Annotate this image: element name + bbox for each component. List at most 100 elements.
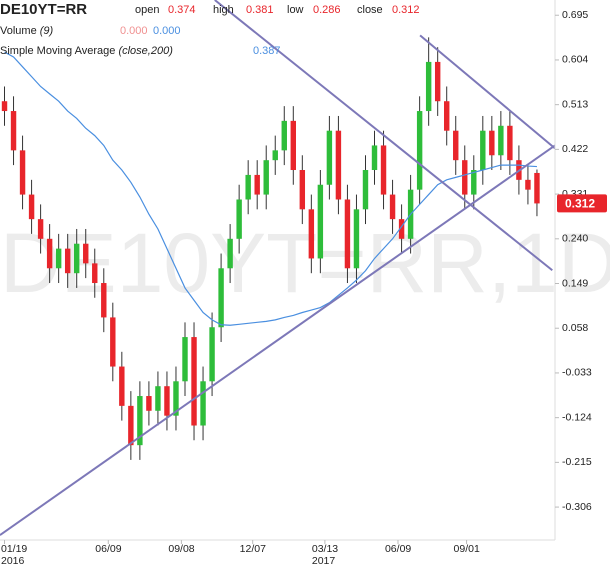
candle-body [263,160,269,195]
candle-body [1,101,8,112]
y-tick-label: -0.215 [562,456,592,468]
y-tick-label: 0.058 [562,322,588,334]
y-tick-label: -0.306 [562,501,592,513]
x-tick-label: 03/13 [312,543,338,555]
sma-value: 0.387 [253,45,281,57]
candle-body [19,150,26,195]
ohlc-label: close [357,4,383,16]
candle-body [164,386,170,416]
candle-body [128,405,134,446]
watermark: DE10YT=RR,1D [0,216,610,310]
candle-body [471,170,477,195]
candle-body [191,337,197,426]
candle-body [254,174,260,195]
candle-body [299,170,306,210]
candle-body [480,130,486,171]
x-tick-label: 12/07 [240,543,266,555]
candle-body [173,381,179,416]
candle-body [10,111,17,151]
candle-body [218,268,224,328]
x-tick-label: 09/01 [454,543,480,555]
candle-body [83,243,89,264]
sma-line [4,51,537,326]
candle-body [489,130,495,156]
candle-body [101,283,107,318]
candle-body [344,199,351,269]
candle-body [281,120,287,151]
candle-body [37,219,44,239]
y-tick-label: 0.422 [562,143,588,155]
candle-body [245,174,251,200]
candle-body [525,179,531,190]
y-tick-label: 0.695 [562,9,588,21]
candle-body [353,209,360,269]
candle-body [362,170,369,210]
candle-body [326,130,333,185]
candle-body [46,238,53,269]
volume-value: 0.000 [153,25,181,37]
candle-body [146,396,152,411]
ohlc-label: open [135,4,159,16]
y-tick-label: 0.513 [562,98,588,110]
candle-body [371,145,378,171]
candle-body [227,238,233,269]
ohlc-value: 0.381 [246,4,274,16]
candle-body [64,248,71,274]
y-tick-label: -0.124 [562,411,592,423]
volume-value: 0.000 [120,25,148,37]
candle-body [182,337,188,382]
candle-body [317,184,324,259]
price-tag [557,194,607,213]
trend-line [0,144,556,536]
candle-body [380,145,387,195]
sma-name: Simple Moving Average [0,45,115,57]
sma-params: (close,200) [118,45,173,57]
y-tick-label: 0.240 [562,233,588,245]
ohlc-value: 0.286 [313,4,341,16]
x-tick-label: 06/09 [95,543,121,555]
volume-params: (9) [40,25,54,37]
volume-legend: Volume (9) [0,25,54,37]
candle-body [335,130,342,200]
x-tick-label: 06/09 [385,543,411,555]
x-tick-label: 09/08 [168,543,194,555]
candle-body [507,125,513,161]
candle-body [290,120,296,171]
candle-body [236,199,242,239]
y-tick-label: 0.604 [562,54,588,66]
candle-body [55,248,62,269]
chart-title: DE10YT=RR [0,1,87,18]
ohlc-value: 0.312 [392,4,420,16]
ohlc-value: 0.374 [168,4,196,16]
ohlc-label: low [287,4,304,16]
candle-body [110,317,116,367]
trend-line [419,34,556,150]
sma-legend: Simple Moving Average (close,200) [0,45,173,57]
year-label: 2016 [1,555,25,567]
trend-line [214,0,553,272]
candle-body [389,194,396,220]
candle-body [272,150,278,161]
candle-body [498,125,504,156]
year-label: 2017 [312,555,336,567]
candle-body [137,396,143,446]
candle-body [28,194,35,220]
candle-body [462,160,468,195]
candle-body [425,61,432,112]
candle-body [200,381,206,426]
x-tick-label: 01/19 [1,543,27,555]
candle-body [534,172,540,204]
candle-body [119,366,125,406]
y-tick-label: -0.033 [562,367,592,379]
candle-body [444,101,450,131]
candle-body [155,386,161,411]
candle-body [74,243,80,274]
ohlc-label: high [213,4,234,16]
price-tag-label: 0.312 [565,197,595,211]
candle-body [416,111,423,190]
candle-body [308,209,315,259]
candle-body [398,219,405,239]
candle-body [92,263,98,284]
candle-body [453,130,459,161]
